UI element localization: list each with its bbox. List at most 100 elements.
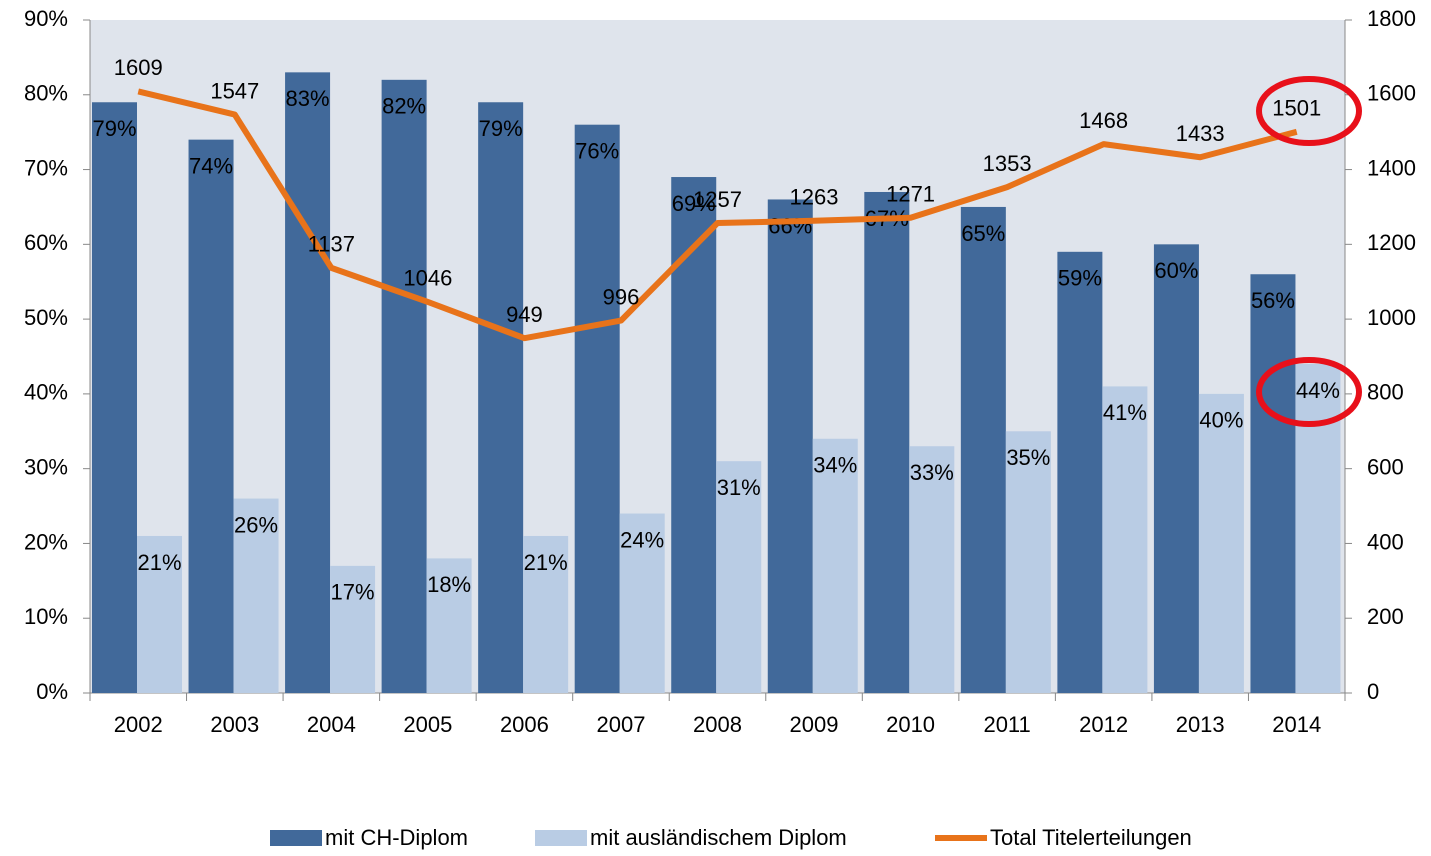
bar-value-label: 18%: [427, 572, 471, 597]
bar-value-label: 59%: [1058, 266, 1102, 291]
line-value-label: 1046: [403, 266, 452, 291]
bar-value-label: 44%: [1296, 378, 1340, 403]
bar: [381, 79, 427, 694]
x-tick-label: 2004: [307, 712, 356, 737]
bar-value-label: 21%: [137, 550, 181, 575]
y-tick-label: 70%: [24, 155, 68, 180]
line-value-label: 996: [603, 284, 640, 309]
bar-value-label: 24%: [620, 527, 664, 552]
bar: [233, 498, 279, 693]
x-tick-label: 2005: [403, 712, 452, 737]
y2-tick-label: 600: [1367, 454, 1404, 479]
bar: [767, 199, 813, 693]
bar-value-label: 41%: [1103, 400, 1147, 425]
bar: [1250, 274, 1296, 693]
line-value-label: 1353: [983, 151, 1032, 176]
bar-value-label: 83%: [286, 86, 330, 111]
x-tick-label: 2012: [1079, 712, 1128, 737]
bar-value-label: 56%: [1251, 288, 1295, 313]
bar: [330, 565, 376, 693]
bar: [864, 191, 910, 693]
bar-value-label: 79%: [479, 116, 523, 141]
x-tick-label: 2007: [596, 712, 645, 737]
y2-tick-label: 1800: [1367, 6, 1416, 31]
y2-tick-label: 0: [1367, 679, 1379, 704]
legend-label: Total Titelerteilungen: [990, 825, 1192, 850]
bar: [1295, 363, 1341, 693]
bar: [1102, 386, 1148, 693]
line-value-label: 1271: [886, 182, 935, 207]
highlight-circle: [1256, 76, 1362, 146]
legend-label: mit CH-Diplom: [325, 825, 468, 850]
legend-swatch: [270, 830, 322, 846]
y2-tick-label: 800: [1367, 380, 1404, 405]
bar-value-label: 35%: [1006, 445, 1050, 470]
y-tick-label: 60%: [24, 230, 68, 255]
y2-tick-label: 1400: [1367, 155, 1416, 180]
bar: [619, 513, 665, 693]
y-tick-label: 30%: [24, 454, 68, 479]
y-tick-label: 50%: [24, 305, 68, 330]
y2-tick-label: 1600: [1367, 81, 1416, 106]
bar-value-label: 60%: [1154, 258, 1198, 283]
bar: [478, 102, 524, 693]
x-tick-label: 2010: [886, 712, 935, 737]
bar: [1057, 251, 1103, 694]
bar-value-label: 74%: [189, 153, 233, 178]
bar-value-label: 79%: [92, 116, 136, 141]
bar: [812, 438, 858, 693]
bar: [92, 102, 137, 693]
line-value-label: 1137: [308, 232, 355, 257]
y2-tick-label: 1200: [1367, 230, 1416, 255]
line-value-label: 1433: [1176, 121, 1225, 146]
bar: [285, 72, 331, 694]
bar-value-label: 76%: [575, 139, 619, 164]
y-tick-label: 80%: [24, 81, 68, 106]
line-value-label: 1609: [114, 55, 163, 80]
bar: [523, 535, 569, 693]
legend: mit CH-Diplom mit ausländischem Diplom Tot…: [270, 825, 1192, 850]
bar-value-label: 31%: [717, 475, 761, 500]
bar-value-label: 17%: [331, 580, 375, 605]
y-tick-label: 20%: [24, 529, 68, 554]
x-tick-label: 2009: [790, 712, 839, 737]
y-tick-label: 10%: [24, 604, 68, 629]
line-value-label: 1547: [210, 78, 259, 103]
bar-value-label: 26%: [234, 512, 278, 537]
y2-tick-label: 1000: [1367, 305, 1416, 330]
y-tick-label: 90%: [24, 6, 68, 31]
bar: [137, 535, 182, 693]
bar-value-label: 21%: [524, 550, 568, 575]
bar: [188, 139, 234, 694]
bar: [574, 124, 620, 693]
line-value-label: 1468: [1079, 108, 1128, 133]
bar: [1005, 431, 1051, 693]
bar-value-label: 34%: [813, 453, 857, 478]
line-value-label: 1257: [693, 187, 742, 212]
line-value-label: 949: [506, 302, 543, 327]
y-tick-label: 0%: [36, 679, 68, 704]
y2-tick-label: 200: [1367, 604, 1404, 629]
highlight-circle: [1256, 357, 1362, 427]
legend-swatch: [535, 830, 587, 846]
y-tick-label: 40%: [24, 380, 68, 405]
bar: [909, 446, 955, 693]
legend-swatch: [935, 835, 987, 841]
bar: [1198, 393, 1244, 693]
x-tick-label: 2011: [983, 712, 1030, 737]
line-value-label: 1263: [790, 185, 839, 210]
bar-value-label: 82%: [382, 94, 426, 119]
bar: [716, 461, 762, 693]
x-tick-label: 2013: [1176, 712, 1225, 737]
line-value-label: 1501: [1272, 96, 1321, 121]
x-tick-label: 2008: [693, 712, 742, 737]
bar: [671, 177, 717, 694]
bar-value-label: 33%: [910, 460, 954, 485]
bar-value-label: 65%: [961, 221, 1005, 246]
bar-value-label: 40%: [1199, 408, 1243, 433]
bar-value-label: 69%: [672, 191, 716, 216]
legend-label: mit ausländischem Diplom: [590, 825, 847, 850]
bar: [960, 206, 1006, 693]
x-tick-label: 2003: [210, 712, 259, 737]
